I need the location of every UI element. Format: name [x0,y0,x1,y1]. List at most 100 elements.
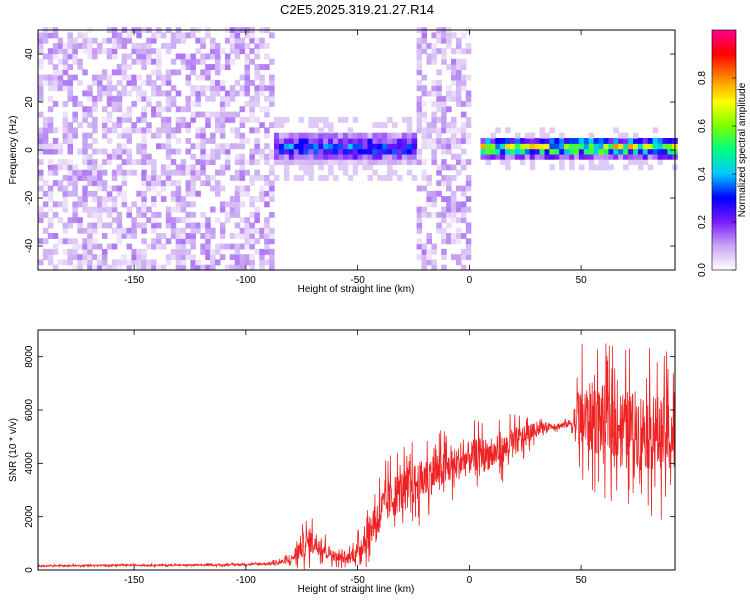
spectrogram-cell [259,90,265,97]
spectrogram-cell [451,153,457,160]
spectrogram-cell [397,143,403,150]
spectrogram-cell [234,159,241,165]
spectrogram-cell [637,164,644,171]
spectrogram-cell [219,132,226,139]
spectrogram-cell [357,143,364,150]
spectrogram-cell [303,138,309,144]
spectrogram-cell [303,164,309,171]
spectrogram-cell [269,90,275,97]
spectrogram-cell [401,116,408,123]
spectrogram-cell [298,164,305,171]
spectrogram-cell [175,238,182,245]
spectrogram-cell [224,153,231,160]
spectrogram-cell [303,159,309,165]
spectrogram-cell [219,243,226,250]
spectrogram-cell [426,248,432,255]
spectrogram-cell [87,169,93,176]
spectrogram-cell [588,164,595,171]
spectrogram-cell [397,132,403,139]
spectrogram-cell [431,259,437,266]
spectrogram-cell [121,227,128,234]
spectrogram-cell [224,58,231,65]
spectrogram-cell [642,159,649,165]
spectrogram-cell [416,58,423,65]
spectrogram-cell [382,138,388,144]
spectrogram-cell [480,153,486,160]
spectrogram-cell [283,138,290,144]
spectrogram-cell [170,233,177,239]
spectrogram-cell [87,106,93,113]
spectrogram-cell [456,74,462,81]
spectrogram-cell [441,37,447,44]
spectrogram-cell [52,85,59,92]
spectrogram-cell [569,148,575,155]
spectrogram-cell [436,32,442,39]
spectrogram-cell [372,143,378,150]
spectrogram-cell [185,169,191,176]
spectrogram-cell [141,90,147,97]
spectrogram-cell [613,143,619,150]
spectrogram-cell [323,122,329,129]
spectrogram-cell [219,254,226,261]
spectrogram-cell [219,233,226,239]
spectrogram-cell [505,153,511,160]
spectrogram-cell [185,164,191,171]
spectrogram-cell [451,90,457,97]
spectrogram-cell [485,153,491,160]
spectrogram-cell [131,48,137,55]
spectrogram-cell [244,58,250,65]
spectrogram-cell [170,196,177,202]
spectrogram-cell [57,48,64,55]
spectrogram-cell [239,254,246,261]
spectrogram-cell [441,233,447,239]
spectrogram-cell [210,233,216,239]
spectrogram-cell [224,64,231,70]
spectrogram-cell [254,143,260,150]
spectrogram-cell [254,248,260,255]
spectrogram-cell [126,233,132,239]
spectrogram-cell [62,185,69,192]
spectrogram-cell [667,153,673,160]
spectrogram-cell [92,53,98,60]
spectrogram-cell [362,148,368,155]
spectrogram-cell [259,233,265,239]
spectrogram-cell [106,185,113,192]
spectrogram-cell [219,227,226,234]
spectrogram-cell [554,153,560,160]
spectrogram-cell [52,164,59,171]
spectrogram-cell [200,37,206,44]
spectrogram-cell [308,132,314,139]
spectrogram-cell [618,132,624,139]
spectrogram-cell [264,132,270,139]
spectrogram-cell [249,127,255,134]
spectrogram-cell [42,180,49,187]
spectrogram-cell [406,138,413,144]
spectrogram-cell [642,148,649,155]
spectrogram-cell [67,43,73,49]
spectrogram-cell [131,85,137,92]
spectrogram-cell [357,132,364,139]
spectrogram-cell [156,190,162,197]
spectrogram-cell [451,254,457,261]
spectrogram-cell [190,259,196,266]
spectrogram-cell [175,127,182,134]
spectrogram-cell [67,222,73,229]
spectrogram-cell [62,248,69,255]
spectrogram-cell [416,254,423,261]
spectrogram-cell [224,116,231,123]
spectrogram-cell [136,190,142,197]
spectrogram-cell [87,227,93,234]
spectrogram-cell [431,85,437,92]
spectrogram-cell [126,159,132,165]
spectrogram-cell [180,217,187,224]
spectrogram-cell [200,53,206,60]
spectrogram-cell [460,111,467,118]
spectrogram-cell [72,264,78,271]
spectrogram-cell [151,180,157,187]
spectrogram-cell [82,185,88,192]
spectrogram-cell [269,185,275,192]
spectrogram-cell [269,79,275,86]
spectrogram-cell [101,248,108,255]
spectrogram-cell [460,138,467,144]
